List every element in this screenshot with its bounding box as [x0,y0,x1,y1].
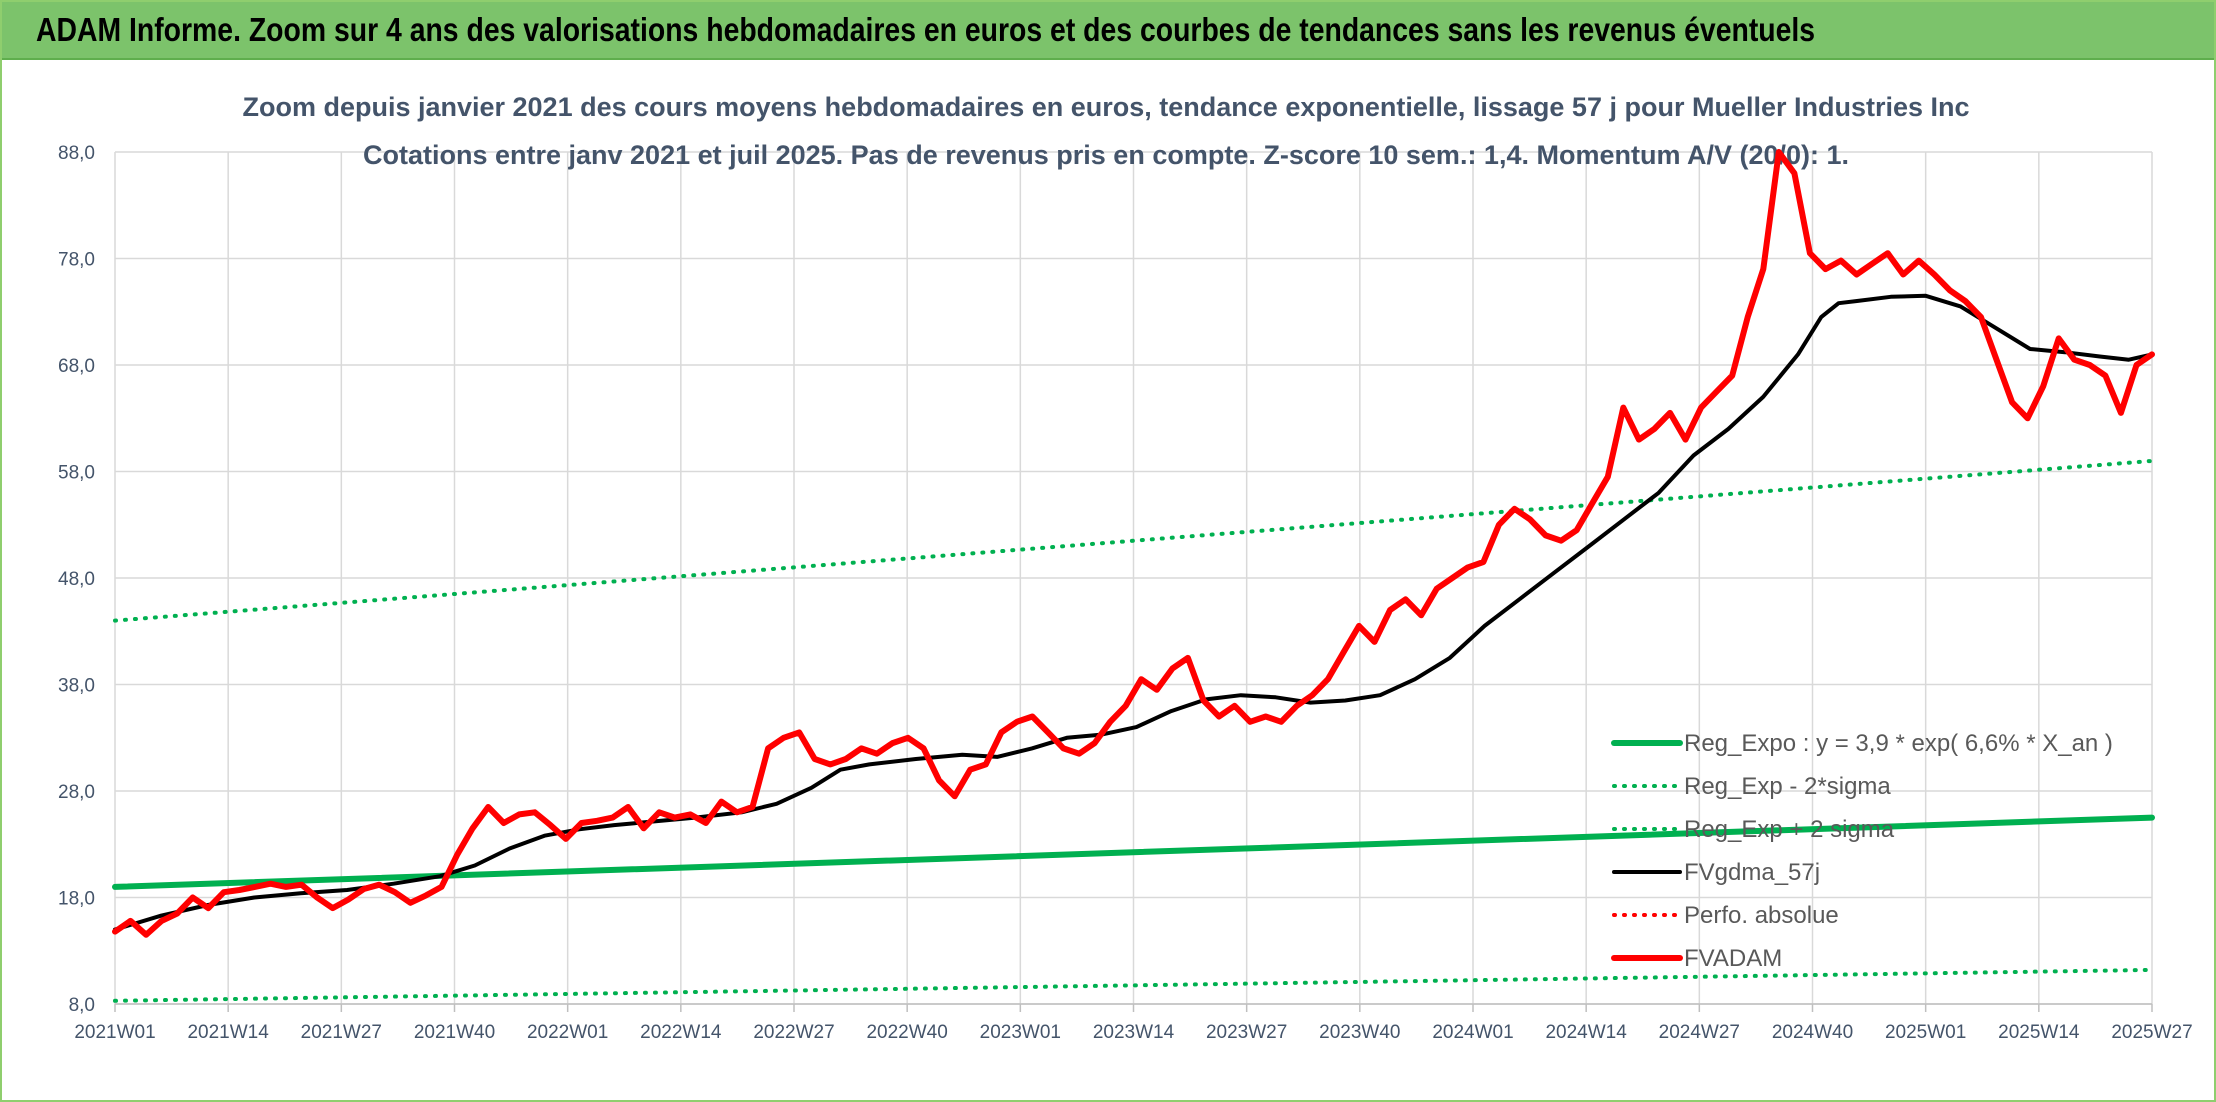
y-tick-label: 58,0 [58,463,95,484]
x-axis: 2021W01 2021W14 2021W27 2021W40 2022W01 2022W… [74,1003,2193,1043]
series-line-fvadam [112,149,2155,938]
legend-label: Reg_Exp - 2*sigma [1684,773,1891,800]
y-tick-label: 18,0 [58,889,95,910]
chart-subtitle-line-1: Zoom depuis janvier 2021 des cours moyen… [242,92,1969,122]
chart-subtitle-line-2: Cotations entre janv 2021 et juil 2025. … [363,140,1849,170]
x-tick-label: 2022W40 [866,1022,947,1043]
x-tick-label: 2023W14 [1093,1022,1175,1043]
legend-label: Reg_Exp + 2 sigma [1684,816,1895,843]
x-tick-label: 2024W01 [1432,1022,1513,1043]
series-line-reg-exp [113,458,2154,623]
y-tick-label: 88,0 [58,143,95,164]
legend-label: FVgdma_57j [1684,859,1820,886]
chart-grid [114,151,2153,1005]
y-tick-label: 28,0 [58,782,95,803]
y-tick-label: 48,0 [58,569,95,590]
y-axis: 8,0 18,0 28,0 38,0 48,0 58,0 68,0 78,0 88,0 [58,143,95,1016]
series-line-reg-expo [112,814,2155,890]
series-line-reg-exp [113,967,2154,1003]
x-tick-label: 2022W27 [753,1022,834,1043]
x-tick-label: 2024W14 [1545,1022,1627,1043]
x-tick-label: 2021W14 [187,1022,269,1043]
y-tick-label: 38,0 [58,676,95,697]
y-tick-label: 8,0 [69,995,95,1016]
x-tick-label: 2024W40 [1772,1022,1853,1043]
x-tick-label: 2025W14 [1998,1022,2080,1043]
x-tick-label: 2021W01 [74,1022,155,1043]
x-tick-label: 2025W27 [2111,1022,2192,1043]
x-tick-label: 2023W01 [980,1022,1061,1043]
legend-label: Perfo. absolue [1684,902,1839,929]
legend: Reg_Expo : y = 3,9 * exp( 6,6% * X_an ) R… [1611,730,2113,972]
y-tick-label: 78,0 [58,250,95,271]
x-tick-label: 2025W01 [1885,1022,1966,1043]
line-chart: 8,0 18,0 28,0 38,0 48,0 58,0 68,0 78,0 88,0 2021… [58,88,2193,1043]
y-tick-label: 68,0 [58,356,95,377]
banner-title: ADAM Informe. Zoom sur 4 ans des valoris… [36,11,1816,48]
x-tick-label: 2023W27 [1206,1022,1287,1043]
series-group [112,149,2155,1003]
legend-label: Reg_Expo : y = 3,9 * exp( 6,6% * X_an ) [1684,730,2113,757]
subtitle-background [302,88,1902,128]
x-tick-label: 2024W27 [1659,1022,1740,1043]
legend-label: FVADAM [1684,945,1782,972]
x-tick-label: 2021W40 [414,1022,495,1043]
report-banner: ADAM Informe. Zoom sur 4 ans des valoris… [2,2,2214,60]
x-tick-label: 2022W14 [640,1022,722,1043]
x-tick-label: 2023W40 [1319,1022,1400,1043]
series-line-fvgdma-57j [113,293,2154,932]
x-tick-label: 2021W27 [301,1022,382,1043]
x-tick-label: 2022W01 [527,1022,608,1043]
